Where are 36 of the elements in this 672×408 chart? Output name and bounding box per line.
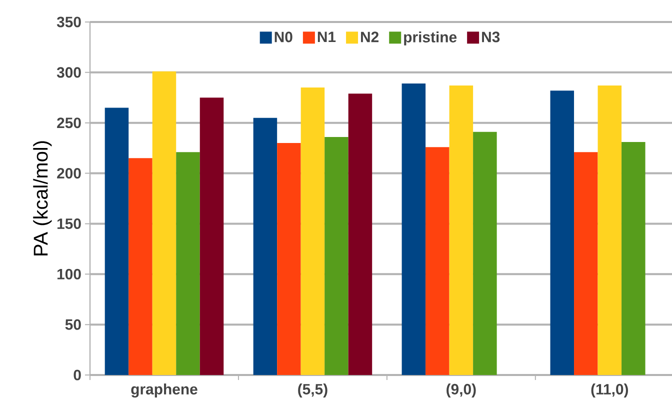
bar <box>104 108 129 375</box>
y-tick-label: 100 <box>57 268 81 280</box>
bar <box>473 132 497 375</box>
legend-label: pristine <box>404 31 457 46</box>
x-tick-label: graphene <box>131 384 198 398</box>
y-tick-label: 250 <box>57 118 81 128</box>
legend-label: N1 <box>318 32 336 42</box>
legend-label: N3 <box>482 32 500 42</box>
bar <box>152 71 176 375</box>
y-tick-label: 300 <box>56 67 81 78</box>
y-tick-label: 200 <box>57 168 81 179</box>
bar <box>176 152 200 375</box>
x-tick-label: (11,0) <box>591 384 628 398</box>
bar <box>426 147 450 375</box>
bar <box>574 152 598 375</box>
bar <box>622 142 646 375</box>
bar <box>277 143 301 375</box>
x-tick-label: (9,0) <box>446 384 476 398</box>
y-tick-label: 350 <box>56 16 81 28</box>
bar <box>348 94 372 375</box>
y-axis-title: PA (kcal/mol) <box>33 141 52 256</box>
y-tick-label: 150 <box>57 218 81 229</box>
legend-label: N2 <box>361 32 379 42</box>
y-tick-label: 0 <box>74 370 81 380</box>
bar <box>550 90 574 375</box>
bar <box>449 86 474 375</box>
bar <box>300 88 325 375</box>
bar <box>128 158 152 375</box>
legend-label: N0 <box>274 32 292 42</box>
y-tick-label: 50 <box>65 319 81 330</box>
x-tick-label: (5,5) <box>298 384 328 398</box>
bar <box>200 98 224 375</box>
bar <box>598 86 622 375</box>
bar <box>253 118 278 375</box>
bar <box>324 136 348 375</box>
bar <box>402 84 426 375</box>
